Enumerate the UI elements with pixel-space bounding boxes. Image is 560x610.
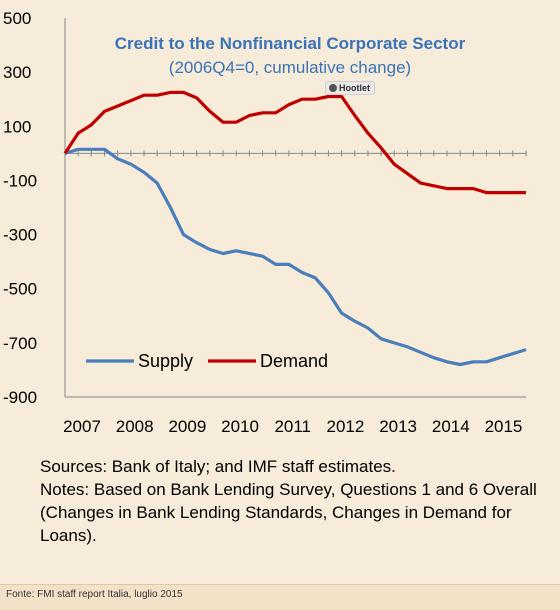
y-tick-label: -100 <box>3 171 37 190</box>
source-footer: Fonte: FMI staff report Italia, luglio 2… <box>0 584 560 610</box>
chart-subtitle: (2006Q4=0, cumulative change) <box>169 58 411 77</box>
notes-text: Notes: Based on Bank Lending Survey, Que… <box>40 480 537 545</box>
x-tick-label: 2008 <box>116 417 154 436</box>
hootlet-label: Hootlet <box>339 83 370 93</box>
y-tick-label: 300 <box>3 63 31 82</box>
legend-label-supply: Supply <box>138 351 193 371</box>
legend-label-demand: Demand <box>260 351 328 371</box>
x-tick-label: 2007 <box>63 417 101 436</box>
line-chart: 500 300 100 -100 -300 -500 -700 -900 2007 2008 20… <box>3 9 527 436</box>
chart-figure: 500 300 100 -100 -300 -500 -700 -900 2007 2008 20… <box>3 9 550 547</box>
series-line-supply <box>64 147 527 367</box>
series-line-demand <box>63 90 526 195</box>
chart-notes: Sources: Bank of Italy; and IMF staff es… <box>40 455 550 547</box>
y-tick-label: 500 <box>3 9 31 28</box>
hootlet-badge[interactable]: Hootlet <box>325 81 375 95</box>
x-tick-label: 2015 <box>485 417 523 436</box>
x-tick-label: 2014 <box>432 417 470 436</box>
x-tick-label: 2011 <box>274 417 311 436</box>
y-tick-label: 100 <box>3 117 31 136</box>
source-credit: Fonte: FMI staff report Italia, luglio 2… <box>6 589 183 600</box>
y-tick-label: -900 <box>3 388 37 407</box>
x-tick-label: 2010 <box>221 417 259 436</box>
x-tick-label: 2013 <box>379 417 417 436</box>
x-tick-label: 2009 <box>168 417 206 436</box>
sources-text: Sources: Bank of Italy; and IMF staff es… <box>40 457 396 476</box>
x-tick-label: 2012 <box>327 417 365 436</box>
y-tick-label: -300 <box>3 226 37 245</box>
legend: Supply Demand <box>86 351 328 371</box>
chart-title: Credit to the Nonfinancial Corporate Sec… <box>115 34 466 53</box>
y-tick-label: -500 <box>3 280 37 299</box>
y-tick-label: -700 <box>3 334 37 353</box>
owl-icon <box>329 84 337 92</box>
